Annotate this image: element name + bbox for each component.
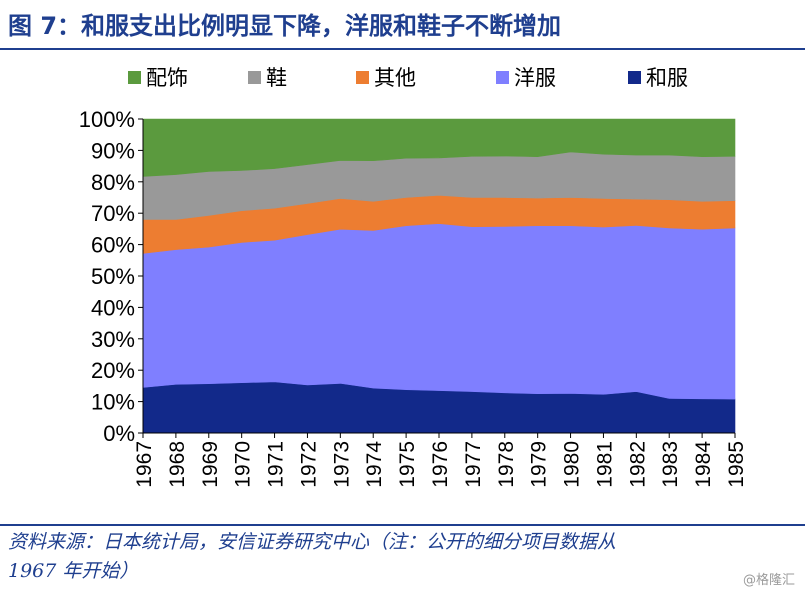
stacked-area-chart: 配饰 鞋 其他 洋服 和服 0% 10% 20% 30% 40% 50% 60% 70% 80% 90% 1… — [79, 67, 748, 488]
watermark: @格隆汇 — [742, 573, 795, 588]
legend-label: 配饰 — [146, 67, 188, 90]
legend-item: 鞋 — [248, 67, 287, 90]
x-tick-label: 1974 — [363, 441, 386, 488]
x-tick-label: 1982 — [626, 441, 649, 488]
x-tick-label: 1969 — [199, 441, 222, 488]
area-series-5 — [142, 118, 736, 177]
legend-swatch — [128, 71, 141, 84]
x-tick-label: 1985 — [725, 441, 748, 488]
y-tick-label: 20% — [91, 358, 135, 383]
area-series-group — [142, 118, 736, 434]
source-line-1: 资料来源：日本统计局，安信证券研究中心（注：公开的细分项目数据从 — [8, 531, 617, 553]
x-tick-label: 1975 — [396, 441, 419, 488]
legend-swatch — [356, 71, 369, 84]
x-tick-label: 1980 — [561, 441, 584, 488]
x-tick-label: 1978 — [495, 441, 518, 488]
x-tick-label: 1967 — [133, 441, 156, 488]
legend-label: 鞋 — [266, 67, 287, 90]
y-tick-label: 60% — [91, 233, 135, 258]
y-tick-label: 50% — [91, 264, 135, 289]
y-tick-label: 80% — [91, 170, 135, 195]
legend-item: 洋服 — [496, 67, 556, 90]
y-tick-label: 10% — [91, 390, 135, 415]
title-divider — [0, 48, 805, 50]
y-tick-label: 70% — [91, 201, 135, 226]
x-tick-label: 1981 — [593, 441, 616, 488]
y-tick-label: 30% — [91, 327, 135, 352]
legend-item: 其他 — [356, 67, 416, 90]
x-tick-label: 1983 — [659, 441, 682, 488]
legend-label: 和服 — [646, 67, 688, 90]
x-tick-label: 1968 — [166, 441, 189, 488]
y-tick-label: 100% — [79, 107, 135, 132]
legend-item: 配饰 — [128, 67, 188, 90]
x-tick-label: 1973 — [330, 441, 353, 488]
legend-swatch — [628, 71, 641, 84]
legend-item: 和服 — [628, 67, 688, 90]
x-tick-label: 1972 — [297, 441, 320, 488]
x-tick-label: 1977 — [462, 441, 485, 488]
legend-label: 洋服 — [514, 67, 556, 90]
chart-legend: 配饰 鞋 其他 洋服 和服 — [128, 67, 688, 90]
x-axis: 1967 1968 1969 1970 1971 1972 1973 1974 1975 1976… — [133, 432, 748, 488]
x-tick-label: 1979 — [528, 441, 551, 488]
x-tick-label: 1984 — [692, 441, 715, 488]
legend-label: 其他 — [374, 67, 416, 90]
source-divider — [0, 524, 805, 526]
legend-swatch — [496, 71, 509, 84]
x-tick-label: 1971 — [265, 441, 288, 488]
y-axis: 0% 10% 20% 30% 40% 50% 60% 70% 80% 90% 100% — [79, 107, 144, 446]
y-tick-label: 0% — [103, 421, 135, 446]
source-line-2: 1967 年开始） — [8, 560, 139, 582]
y-tick-label: 90% — [91, 138, 135, 163]
y-tick-label: 40% — [91, 295, 135, 320]
x-tick-label: 1976 — [429, 441, 452, 488]
legend-swatch — [248, 71, 261, 84]
x-tick-label: 1970 — [232, 441, 255, 488]
page-title: 图 7：和服支出比例明显下降，洋服和鞋子不断增加 — [8, 12, 562, 40]
area-series-2 — [142, 223, 736, 400]
source-note: 资料来源：日本统计局，安信证券研究中心（注：公开的细分项目数据从 1967 年开… — [8, 528, 803, 586]
